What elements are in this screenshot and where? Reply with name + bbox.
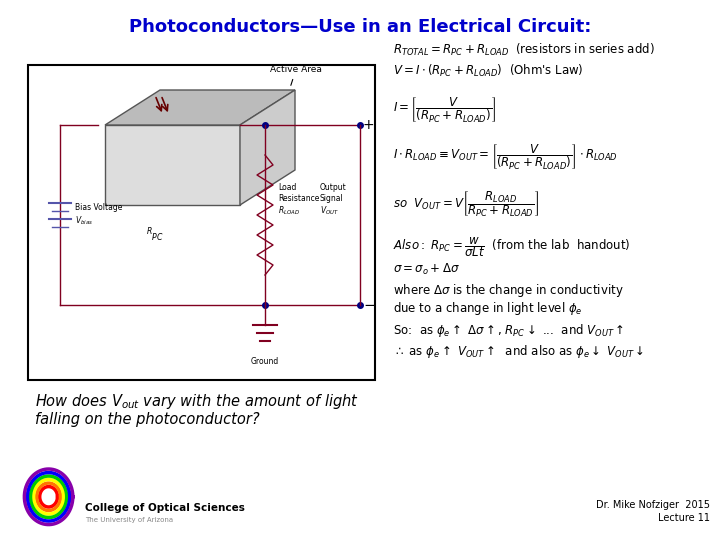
- Polygon shape: [105, 125, 240, 205]
- Text: due to a change in light level $\phi_e$: due to a change in light level $\phi_e$: [393, 300, 582, 317]
- Text: Load
Resistance
$R_{LOAD}$: Load Resistance $R_{LOAD}$: [278, 183, 320, 217]
- Text: where $\Delta\sigma$ is the change in conductivity: where $\Delta\sigma$ is the change in co…: [393, 282, 624, 299]
- Text: $^R{}_{PC}$: $^R{}_{PC}$: [146, 226, 164, 244]
- Text: Ground: Ground: [251, 357, 279, 366]
- Text: $R_{TOTAL} = R_{PC} + R_{LOAD}$  (resistors in series add): $R_{TOTAL} = R_{PC} + R_{LOAD}$ (resisto…: [393, 42, 654, 58]
- Text: Photoconductors—Use in an Electrical Circuit:: Photoconductors—Use in an Electrical Cir…: [129, 18, 591, 36]
- Text: Output
Signal
$V_{OUT}$: Output Signal $V_{OUT}$: [320, 183, 347, 217]
- Text: −: −: [363, 298, 376, 313]
- Text: Active Area: Active Area: [270, 65, 322, 85]
- Text: Dr. Mike Nofziger  2015: Dr. Mike Nofziger 2015: [596, 500, 710, 510]
- Text: $I = \left[\dfrac{V}{(R_{PC} + R_{LOAD})}\right]$: $I = \left[\dfrac{V}{(R_{PC} + R_{LOAD})…: [393, 95, 497, 124]
- Text: College of Optical Sciences: College of Optical Sciences: [85, 503, 245, 513]
- Polygon shape: [240, 90, 295, 205]
- Text: $I \cdot R_{LOAD} \equiv V_{OUT} = \left[\dfrac{V}{(R_{PC} + R_{LOAD})}\right] \: $I \cdot R_{LOAD} \equiv V_{OUT} = \left…: [393, 142, 618, 171]
- Text: $V = I \cdot (R_{PC} + R_{LOAD})$  (Ohm's Law): $V = I \cdot (R_{PC} + R_{LOAD})$ (Ohm's…: [393, 63, 584, 79]
- Text: $so\ \ V_{OUT} = V\left[\dfrac{R_{LOAD}}{R_{PC} + R_{LOAD}}\right]$: $so\ \ V_{OUT} = V\left[\dfrac{R_{LOAD}}…: [393, 189, 539, 219]
- Text: $\sigma = \sigma_o + \Delta\sigma$: $\sigma = \sigma_o + \Delta\sigma$: [393, 262, 460, 277]
- Text: Lecture 11: Lecture 11: [658, 513, 710, 523]
- Text: $Also:\ R_{PC} = \dfrac{w}{\sigma Lt}$  (from the lab  handout): $Also:\ R_{PC} = \dfrac{w}{\sigma Lt}$ (…: [393, 235, 631, 259]
- Text: +: +: [363, 118, 374, 132]
- Polygon shape: [105, 90, 295, 125]
- Text: falling on the photoconductor?: falling on the photoconductor?: [35, 412, 260, 427]
- Bar: [28, 65, 375, 380]
- Text: So:  as $\phi_e \uparrow$ $\Delta\sigma \uparrow$, $R_{PC} \downarrow$ ...  and : So: as $\phi_e \uparrow$ $\Delta\sigma \…: [393, 322, 624, 339]
- Text: How does $V_{out}$ vary with the amount of light: How does $V_{out}$ vary with the amount …: [35, 392, 359, 411]
- Text: $\therefore$ as $\phi_e \uparrow$ $V_{OUT} \uparrow$  and also as $\phi_e \downa: $\therefore$ as $\phi_e \uparrow$ $V_{OU…: [393, 343, 644, 360]
- Text: Bias Voltage
$V_{bias}$: Bias Voltage $V_{bias}$: [75, 204, 122, 227]
- Text: The University of Arizona: The University of Arizona: [85, 517, 173, 523]
